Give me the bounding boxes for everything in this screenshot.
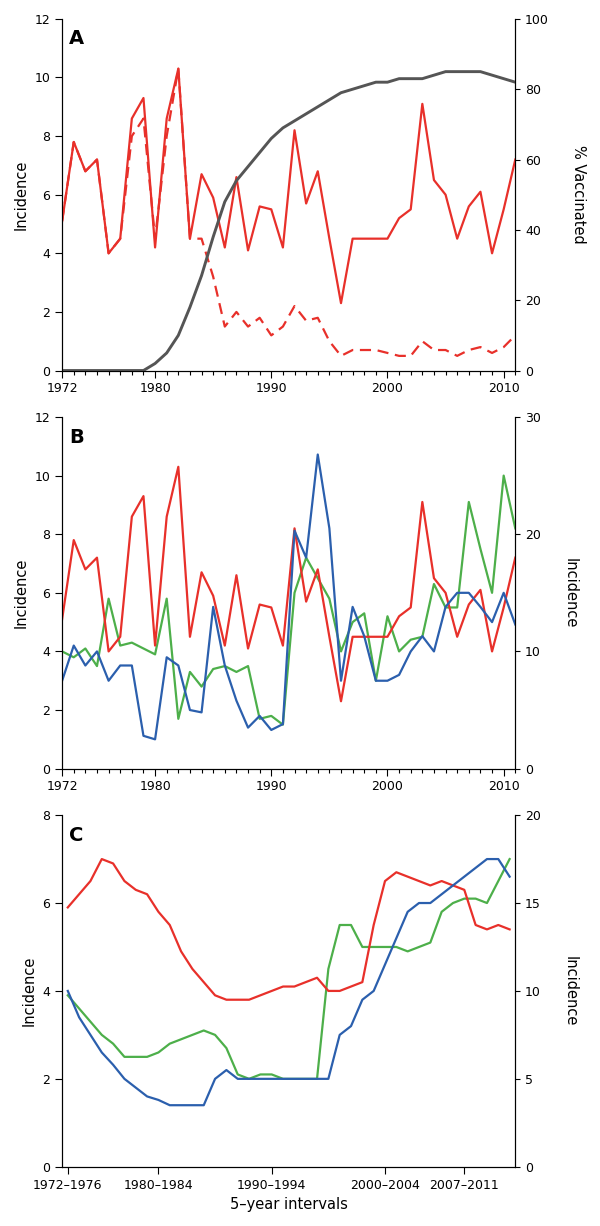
Y-axis label: % Vaccinated: % Vaccinated	[571, 146, 586, 244]
Text: B: B	[69, 428, 83, 446]
Y-axis label: Incidence: Incidence	[14, 558, 29, 628]
Y-axis label: Incidence: Incidence	[22, 956, 37, 1026]
X-axis label: 5–year intervals: 5–year intervals	[230, 1197, 347, 1213]
Text: A: A	[69, 29, 84, 49]
Text: C: C	[69, 825, 83, 845]
Y-axis label: Incidence: Incidence	[563, 956, 578, 1026]
Y-axis label: Incidence: Incidence	[14, 159, 29, 230]
Y-axis label: Incidence: Incidence	[563, 558, 578, 628]
